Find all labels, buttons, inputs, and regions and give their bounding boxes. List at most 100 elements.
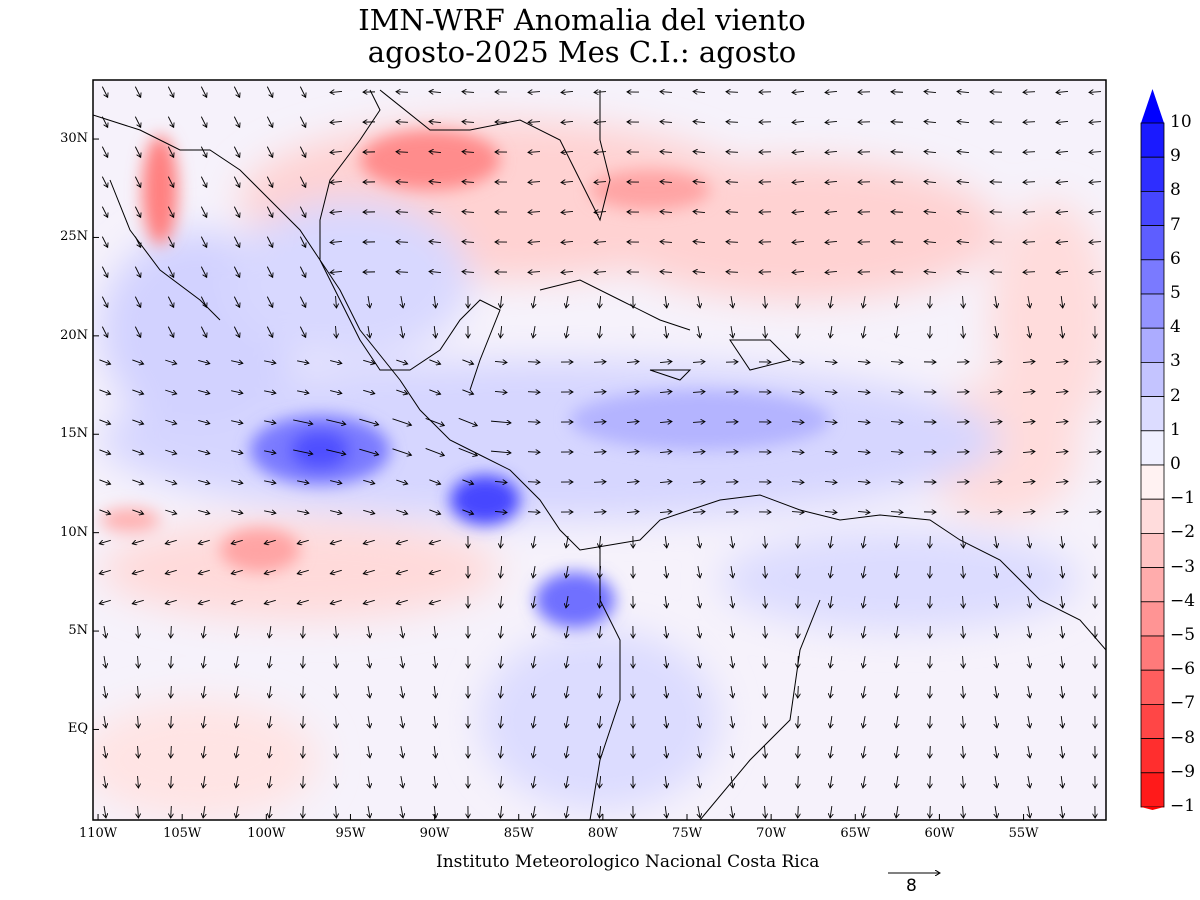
wind-vector — [726, 182, 739, 183]
wind-vector — [101, 266, 107, 278]
wind-vector — [533, 626, 535, 638]
wind-vector — [566, 566, 568, 578]
wind-vector — [830, 535, 832, 548]
wind-vector — [462, 389, 473, 394]
wind-vector — [798, 775, 799, 788]
wind-vector — [825, 91, 838, 92]
wind-vector — [857, 451, 870, 452]
wind-vector — [665, 775, 667, 788]
wind-vector — [626, 361, 639, 362]
wind-vector — [401, 326, 403, 338]
wind-vector — [233, 266, 239, 278]
wind-vector — [429, 359, 440, 364]
wind-vector — [231, 600, 243, 603]
wind-vector — [995, 326, 997, 338]
wind-vector — [566, 596, 568, 608]
wind-vector — [1028, 806, 1030, 818]
wind-vector — [1061, 325, 1063, 338]
wind-vector — [336, 745, 337, 758]
wind-vector — [692, 482, 705, 483]
wind-vector — [989, 482, 1002, 483]
wind-vector — [857, 391, 870, 392]
wind-vector — [890, 392, 903, 393]
wind-vector — [566, 656, 568, 668]
wind-vector — [791, 482, 804, 483]
wind-vector — [231, 361, 243, 364]
wind-vector — [231, 421, 243, 424]
wind-vector — [264, 421, 276, 423]
wind-vector — [857, 511, 870, 512]
wind-vector — [462, 359, 473, 364]
wind-vector — [99, 509, 110, 514]
wind-vector — [104, 776, 106, 788]
wind-vector — [500, 625, 501, 638]
wind-vector — [963, 625, 964, 638]
colorbar-label: −1 — [1170, 488, 1196, 509]
wind-vector — [198, 570, 210, 573]
wind-vector — [765, 685, 766, 698]
wind-vector — [132, 359, 143, 364]
wind-vector — [566, 326, 568, 338]
wind-vector — [930, 685, 931, 698]
wind-vector — [203, 656, 205, 668]
wind-vector — [429, 241, 442, 242]
wind-vector — [132, 540, 144, 543]
wind-vector — [995, 776, 997, 788]
wind-vector — [368, 716, 370, 728]
wind-vector — [930, 535, 931, 548]
wind-vector — [660, 182, 673, 183]
colorbar-max-arrow — [1141, 89, 1164, 123]
wind-vector — [824, 361, 837, 362]
wind-vector — [527, 452, 540, 453]
wind-vector — [528, 92, 541, 93]
wind-vector — [401, 776, 403, 788]
wind-vector — [330, 151, 343, 152]
wind-vector — [792, 151, 805, 152]
wind-vector — [1055, 511, 1068, 512]
wind-vector — [269, 805, 271, 818]
wind-vector — [134, 86, 140, 98]
wind-vector — [326, 449, 345, 455]
colorbar-label: 6 — [1170, 248, 1181, 269]
wind-vector — [963, 685, 964, 698]
wind-vector — [269, 655, 271, 668]
wind-vector — [396, 152, 409, 153]
wind-vector — [104, 626, 106, 638]
wind-vector — [693, 241, 706, 242]
wind-vector — [330, 91, 343, 92]
wind-vector — [233, 296, 239, 308]
wind-vector — [528, 182, 541, 183]
wind-vector — [792, 121, 805, 122]
wind-vector — [692, 452, 705, 453]
wind-vector — [698, 806, 700, 818]
wind-vector — [425, 418, 445, 425]
wind-vector — [138, 685, 139, 698]
wind-vector — [368, 746, 370, 758]
wind-vector — [500, 565, 501, 578]
wind-vector — [1028, 326, 1030, 338]
wind-vector — [1055, 361, 1068, 362]
wind-vector — [665, 595, 667, 608]
wind-vector — [231, 540, 243, 543]
wind-vector — [599, 565, 600, 578]
wind-vector — [462, 479, 473, 484]
credit-text: Instituto Meteorologico Nacional Costa R… — [436, 852, 820, 872]
wind-vector — [1028, 536, 1030, 548]
wind-vector — [434, 805, 435, 818]
wind-vector — [698, 536, 700, 548]
wind-vector — [368, 326, 370, 338]
wind-vector — [500, 535, 501, 548]
wind-vector — [264, 391, 276, 393]
wind-vector — [566, 746, 568, 758]
wind-vector — [203, 806, 205, 818]
wind-vector — [494, 391, 507, 392]
wind-vector — [533, 296, 535, 308]
wind-vector — [665, 325, 667, 338]
wind-vector — [264, 451, 276, 453]
wind-vector — [890, 362, 903, 363]
wind-vector — [594, 272, 607, 273]
wind-vector — [693, 271, 706, 272]
x-tick-label: 100W — [247, 826, 286, 841]
wind-vector — [330, 570, 342, 573]
wind-vector — [165, 600, 177, 603]
